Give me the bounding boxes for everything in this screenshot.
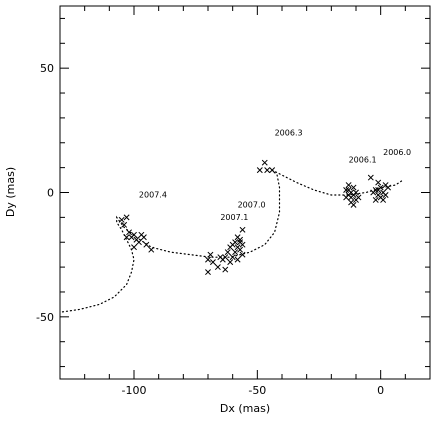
data-point (227, 244, 234, 251)
y-tick-label: 0 (47, 187, 54, 200)
data-point (143, 241, 150, 248)
trajectory-line (61, 169, 404, 313)
epoch-label: 2006.0 (383, 148, 411, 157)
epoch-label: 2006.3 (275, 128, 303, 137)
data-point (234, 256, 241, 263)
data-point (131, 244, 137, 251)
epoch-label: 2007.4 (139, 190, 167, 199)
x-axis-label: Dx (mas) (220, 402, 270, 415)
x-tick-label: 0 (377, 384, 384, 397)
data-point (256, 167, 263, 174)
data-point (261, 159, 268, 166)
data-point (219, 256, 226, 263)
points-layer (118, 159, 392, 276)
tick-label-layer: -100 -50 0 -50 0 50 (36, 62, 384, 397)
data-point (237, 246, 244, 253)
epoch-label: 2006.1 (349, 156, 377, 165)
data-point (380, 197, 387, 203)
data-point (222, 266, 229, 273)
data-point (224, 249, 231, 256)
data-point (140, 234, 147, 241)
data-point (375, 179, 382, 186)
data-point (131, 231, 137, 238)
data-point (385, 184, 392, 191)
data-point (209, 259, 216, 266)
data-point (343, 194, 350, 201)
data-point (118, 216, 125, 223)
data-point (382, 192, 389, 198)
data-point (367, 174, 374, 181)
data-point (375, 187, 382, 193)
data-point (205, 269, 211, 276)
data-point (345, 182, 352, 188)
data-point (123, 234, 130, 241)
annotation-layer: 2006.0 2006.1 2006.3 2007.0 2007.1 2007.4 (139, 128, 411, 222)
data-point (214, 264, 221, 271)
y-axis-label: Dy (mas) (4, 167, 17, 217)
data-point (237, 239, 244, 246)
trajectory-layer (61, 169, 404, 313)
data-point (207, 251, 214, 258)
data-point (227, 259, 234, 266)
data-point (126, 229, 133, 236)
data-point (343, 187, 350, 193)
data-point (205, 256, 211, 263)
x-tick-label: -100 (122, 384, 147, 397)
data-point (372, 197, 379, 203)
data-point (239, 251, 246, 258)
data-point (239, 226, 246, 233)
data-point (348, 194, 355, 201)
epoch-label: 2007.1 (220, 213, 248, 222)
data-point (345, 187, 352, 193)
data-point (148, 246, 155, 253)
data-point (229, 254, 236, 261)
data-point (350, 184, 357, 191)
data-point (237, 236, 244, 243)
data-point (232, 249, 239, 256)
data-point (121, 221, 128, 228)
data-point (350, 201, 357, 208)
data-point (353, 197, 359, 203)
plot-frame (59, 5, 431, 380)
data-point (370, 189, 377, 196)
x-tick-label: -50 (248, 384, 266, 397)
epoch-label: 2007.0 (238, 200, 266, 209)
data-point (269, 167, 276, 174)
axis-ticks (59, 6, 431, 379)
y-tick-label: 50 (40, 62, 54, 75)
y-tick-label: -50 (36, 311, 54, 324)
data-point (264, 167, 271, 174)
data-point (135, 239, 142, 246)
data-point (123, 214, 130, 221)
